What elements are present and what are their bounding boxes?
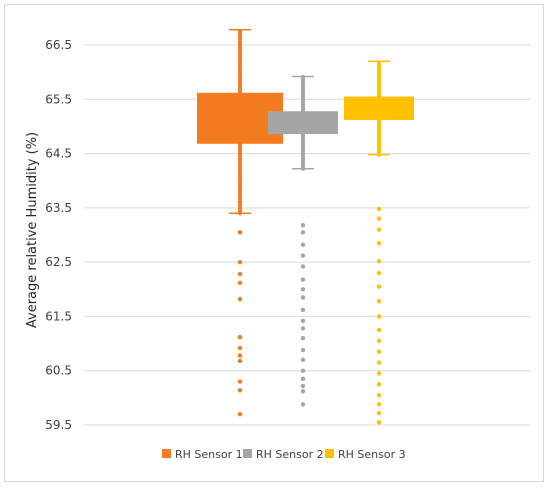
legend-swatch [243, 449, 252, 458]
outlier-point [300, 368, 306, 373]
outlier-point [300, 389, 306, 394]
outlier-point [300, 264, 306, 269]
y-tick-label: 62.5 [45, 255, 72, 269]
y-tick-label: 61.5 [45, 309, 72, 323]
outlier-point [300, 307, 306, 313]
outlier-point [300, 230, 306, 235]
chart-frame [4, 4, 544, 482]
outlier-point [300, 357, 306, 363]
data-point [376, 60, 382, 65]
outlier-point [376, 392, 382, 398]
outlier-point [300, 242, 306, 247]
outlier-point [376, 371, 382, 376]
series-group [197, 29, 414, 425]
y-axis-ticks: 59.5 60.5 61.5 62.5 63.5 64.5 65.5 66.5 [45, 38, 72, 432]
series-2 [268, 74, 338, 407]
outlier-point [376, 216, 382, 221]
outlier-point [237, 345, 243, 351]
outlier-point [376, 420, 382, 425]
iqr-box [344, 96, 414, 120]
y-tick-label: 64.5 [45, 147, 72, 161]
outlier-point [376, 402, 382, 407]
outlier-point [237, 353, 243, 358]
data-point [237, 142, 243, 147]
y-tick-label: 59.5 [45, 418, 72, 432]
legend-item-1: RH Sensor 1 [162, 448, 243, 461]
outlier-point [300, 253, 306, 258]
outlier-point [376, 338, 382, 344]
outlier-point [376, 240, 382, 246]
y-tick-label: 65.5 [45, 92, 72, 106]
series-1 [197, 29, 283, 417]
outlier-point [300, 318, 306, 323]
outlier-point [376, 227, 382, 232]
outlier-point [300, 295, 306, 300]
outlier-point [376, 410, 382, 416]
outlier-point [300, 335, 306, 341]
outlier-point [237, 411, 243, 417]
y-tick-label: 60.5 [45, 364, 72, 378]
gridlines [84, 44, 530, 426]
iqr-box [268, 111, 338, 135]
outlier-point [376, 349, 382, 354]
outlier-point [376, 360, 382, 365]
legend: RH Sensor 1 RH Sensor 2 RH Sensor 3 [162, 448, 406, 461]
legend-item-2: RH Sensor 2 [243, 448, 324, 461]
legend-swatch [162, 449, 171, 458]
legend-label: RH Sensor 1 [175, 448, 243, 461]
outlier-point [300, 223, 306, 228]
outlier-point [237, 388, 243, 393]
outlier-point [376, 382, 382, 387]
outlier-point [376, 270, 382, 276]
outlier-point [237, 358, 243, 364]
outlier-point [237, 259, 243, 265]
legend-label: RH Sensor 3 [338, 448, 406, 461]
outlier-point [237, 379, 243, 384]
legend-label: RH Sensor 2 [256, 448, 324, 461]
outlier-point [237, 280, 243, 285]
outlier-point [300, 376, 306, 382]
outlier-point [376, 314, 382, 319]
legend-item-3: RH Sensor 3 [325, 448, 406, 461]
outlier-point [237, 296, 243, 302]
outlier-point [237, 271, 243, 277]
outlier-point [237, 334, 243, 340]
y-tick-label: 66.5 [45, 38, 72, 52]
data-point [237, 29, 243, 34]
series-3 [344, 60, 414, 425]
legend-swatch [325, 449, 334, 458]
outlier-point [300, 402, 306, 407]
data-point [300, 74, 306, 80]
y-axis-label: Average relative Humidity (%) [25, 132, 40, 328]
outlier-point [376, 206, 382, 212]
outlier-point [300, 277, 306, 282]
outlier-point [376, 284, 382, 289]
outlier-point [300, 383, 306, 389]
outlier-point [237, 230, 243, 235]
outlier-point [300, 287, 306, 292]
outlier-point [300, 326, 306, 331]
outlier-point [376, 327, 382, 333]
y-tick-label: 63.5 [45, 201, 72, 215]
outlier-point [376, 299, 382, 304]
outlier-point [376, 258, 382, 264]
outlier-point [300, 347, 306, 353]
